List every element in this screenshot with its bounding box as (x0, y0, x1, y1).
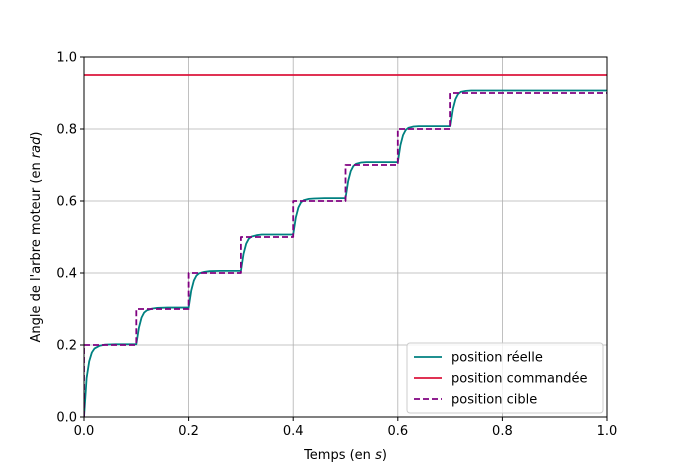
x-tick-label: 1.0 (597, 424, 618, 439)
y-tick-label: 0.2 (56, 339, 77, 354)
y-axis-label: Angle de l'arbre moteur (en rad) (29, 132, 44, 343)
legend-box (406, 342, 604, 414)
legend: position réelle position commandée positio… (406, 342, 604, 414)
legend-label-2: position commandée (451, 372, 588, 387)
x-tick-label: 0.8 (492, 424, 513, 439)
series-line-1 (84, 89, 607, 417)
y-tick-label: 0.0 (56, 411, 77, 426)
axis-ticks: 0.0 0.2 0.4 0.6 0.8 1.0 0.0 0.2 0.4 0.6 0.8 1.0 (56, 51, 617, 440)
series-line-3 (84, 92, 607, 417)
x-tick-label: 0.4 (283, 424, 304, 439)
plot-frame (83, 56, 608, 418)
y-tick-label: 0.4 (56, 267, 77, 282)
x-tick-label: 0.0 (74, 424, 95, 439)
x-tick-label: 0.6 (387, 424, 408, 439)
y-tick-label: 0.6 (56, 195, 77, 210)
x-tick-label: 0.2 (178, 424, 199, 439)
legend-label-3: position cible (451, 393, 537, 408)
y-tick-label: 0.8 (56, 123, 77, 138)
series-layer (84, 74, 607, 417)
x-axis-label: Temps (en s) (303, 448, 387, 463)
legend-label-1: position réelle (451, 351, 543, 366)
y-tick-label: 1.0 (56, 51, 77, 66)
